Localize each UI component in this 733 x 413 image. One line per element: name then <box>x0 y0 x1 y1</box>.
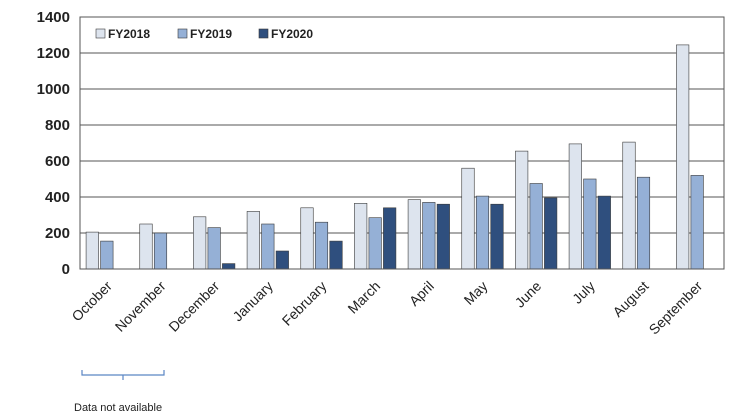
x-tick-label: May <box>461 278 491 308</box>
bar-fy2020-may <box>490 203 504 270</box>
x-tick-label: June <box>512 278 545 311</box>
bar-fy2018-december <box>193 216 207 270</box>
bar-fy2020-january <box>275 250 289 270</box>
bar-fy2019-february <box>314 221 329 270</box>
x-tick-label: February <box>279 278 330 329</box>
bar-fy2018-february <box>300 207 314 270</box>
x-tick-label: September <box>646 278 706 338</box>
legend-label-fy2020: FY2020 <box>271 27 313 41</box>
bar-fy2019-april <box>422 202 436 270</box>
bar-fy2019-june <box>529 183 543 270</box>
legend-swatch-fy2018 <box>95 28 106 39</box>
y-tick-label: 200 <box>45 225 70 242</box>
bar-fy2018-june <box>515 150 529 270</box>
bar-fy2019-july <box>583 178 597 270</box>
bar-fy2019-november <box>153 232 168 270</box>
bar-fy2018-november <box>139 223 153 270</box>
y-tick-label: 1200 <box>37 45 70 62</box>
y-tick-label: 600 <box>45 153 70 170</box>
x-tick-label: October <box>68 278 115 325</box>
plot-frame <box>79 16 725 270</box>
x-tick-label: December <box>165 278 222 335</box>
annotation-text: Data not available <box>74 402 162 413</box>
bar-fy2018-january <box>246 211 260 270</box>
legend-label-fy2018: FY2018 <box>108 27 150 41</box>
bar-fy2020-april <box>436 203 450 270</box>
bar-fy2018-july <box>568 143 582 270</box>
y-tick-label: 800 <box>45 117 70 134</box>
bar-fy2020-december <box>222 263 236 270</box>
legend: FY2018 FY2019 FY2020 <box>95 27 313 41</box>
bar-fy2019-december <box>207 227 221 270</box>
bar-fy2019-january <box>261 223 275 270</box>
y-tick-label: 400 <box>45 189 70 206</box>
bar-fy2020-march <box>383 207 397 270</box>
x-tick-label: August <box>609 278 651 320</box>
legend-swatch-fy2019 <box>177 28 188 39</box>
annotation: Data not available <box>74 370 165 413</box>
y-tick-label: 1400 <box>37 9 70 26</box>
bar-fy2018-may <box>461 167 475 270</box>
gridlines <box>80 16 724 270</box>
bars <box>85 44 704 270</box>
x-tick-label: January <box>229 278 276 325</box>
x-tick-label: April <box>406 278 437 309</box>
bar-fy2020-july <box>597 195 611 270</box>
bar-fy2019-august <box>636 176 651 270</box>
legend-label-fy2019: FY2019 <box>190 27 232 41</box>
annotation-bracket <box>81 370 165 380</box>
bar-fy2020-june <box>544 197 558 270</box>
bar-fy2019-october <box>100 240 114 270</box>
y-axis-ticks: 0 200 400 600 800 1000 1200 1400 <box>37 9 70 278</box>
bar-fy2018-august <box>622 141 636 270</box>
bar-fy2019-may <box>475 195 490 270</box>
bar-fy2018-october <box>85 231 99 270</box>
x-tick-label: July <box>569 278 598 307</box>
bar-fy2018-april <box>407 199 421 270</box>
y-tick-label: 0 <box>62 261 70 278</box>
legend-swatch-fy2020 <box>258 28 269 39</box>
bar-fy2019-march <box>368 217 382 270</box>
bar-fy2018-march <box>354 203 368 270</box>
x-tick-label: March <box>344 278 383 317</box>
bar-fy2019-september <box>690 175 704 270</box>
bar-fy2020-february <box>329 240 343 270</box>
x-tick-label: November <box>112 278 169 335</box>
bar-fy2018-september <box>676 44 690 270</box>
y-tick-label: 1000 <box>37 81 70 98</box>
